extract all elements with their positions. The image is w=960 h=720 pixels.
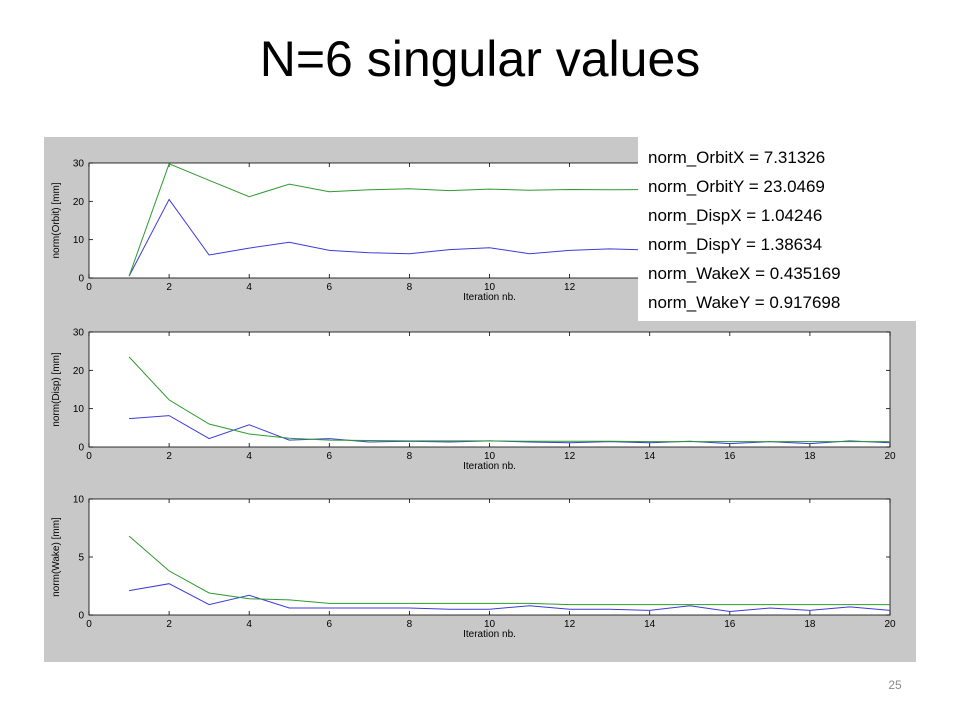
- norm-dispx: norm_DispX = 1.04246: [648, 206, 823, 225]
- wake-xtick-label: 4: [246, 619, 252, 630]
- norm-orbity: norm_OrbitY = 23.0469: [648, 177, 825, 196]
- disp-xtick-label: 14: [644, 451, 656, 462]
- page-number: 25: [888, 678, 902, 692]
- disp-xtick-label: 2: [166, 451, 172, 462]
- wake-xtick-label: 10: [484, 619, 496, 630]
- wake-xtick-label: 8: [407, 619, 413, 630]
- disp-xtick-label: 4: [246, 451, 252, 462]
- disp-xtick-label: 16: [724, 451, 736, 462]
- disp-xtick-label: 10: [484, 451, 496, 462]
- wake-xtick-label: 18: [804, 619, 816, 630]
- disp-xtick-label: 8: [407, 451, 413, 462]
- disp-xtick-label: 20: [884, 451, 896, 462]
- orbit-xlabel: Iteration nb.: [463, 292, 516, 303]
- orbit-xtick-label: 6: [327, 282, 333, 293]
- wake-xtick-label: 12: [564, 619, 576, 630]
- orbit-ytick-label: 30: [73, 159, 85, 170]
- disp-axes: 0 2 4 6 8 10 12 14 16 18 20 0 10 20 30 Iteration nb. nor…: [51, 328, 896, 473]
- disp-series-y-line: [128, 356, 890, 443]
- norm-wakey: norm_WakeY = 0.917698: [648, 293, 841, 312]
- norm-orbitx: norm_OrbitX = 7.31326: [648, 148, 826, 167]
- disp-xtick-label: 6: [327, 451, 333, 462]
- disp-ylabel: norm(Disp) [mm]: [51, 352, 62, 427]
- wake-xtick-label: 16: [724, 619, 736, 630]
- orbit-xtick-label: 2: [166, 282, 172, 293]
- wake-ytick-label: 5: [78, 553, 84, 564]
- orbit-ytick-label: 20: [73, 197, 85, 208]
- orbit-xtick-label: 8: [407, 282, 413, 293]
- wake-xtick-label: 2: [166, 619, 172, 630]
- wake-xtick-label: 0: [86, 619, 92, 630]
- disp-ytick-label: 30: [73, 328, 85, 339]
- orbit-xtick-label: 12: [564, 282, 576, 293]
- wake-xtick-label: 20: [884, 619, 896, 630]
- norm-wakex: norm_WakeX = 0.435169: [648, 264, 841, 283]
- wake-plot-area: [88, 498, 891, 616]
- wake-xlabel: Iteration nb.: [463, 629, 516, 640]
- orbit-xtick-label: 4: [246, 282, 252, 293]
- wake-xtick-label: 6: [327, 619, 333, 630]
- disp-xtick-label: 18: [804, 451, 816, 462]
- disp-ytick-label: 20: [73, 366, 85, 377]
- orbit-xtick-label: 10: [484, 282, 496, 293]
- disp-ytick-label: 10: [73, 404, 85, 415]
- orbit-ytick-label: 0: [78, 274, 84, 285]
- wake-ytick-label: 0: [78, 611, 84, 622]
- wake-ytick-label: 10: [73, 495, 85, 506]
- wake-series-y-line: [128, 535, 890, 606]
- disp-plot-area: [88, 331, 891, 448]
- wake-ylabel: norm(Wake) [mm]: [51, 517, 62, 597]
- orbit-ytick-label: 10: [73, 235, 85, 246]
- wake-series-x-line: [129, 583, 891, 613]
- disp-xlabel: Iteration nb.: [463, 461, 516, 472]
- orbit-xtick-label: 0: [86, 282, 92, 293]
- orbit-ylabel: norm(Orbit) [mm]: [51, 182, 62, 258]
- norm-values-box: norm_OrbitX = 7.31326 norm_OrbitY = 23.0…: [638, 137, 916, 321]
- disp-xtick-label: 0: [86, 451, 92, 462]
- disp-ytick-label: 0: [78, 443, 84, 454]
- slide-title: N=6 singular values: [259, 31, 701, 87]
- norm-dispy: norm_DispY = 1.38634: [648, 235, 823, 254]
- disp-xtick-label: 12: [564, 451, 576, 462]
- wake-xtick-label: 14: [644, 619, 656, 630]
